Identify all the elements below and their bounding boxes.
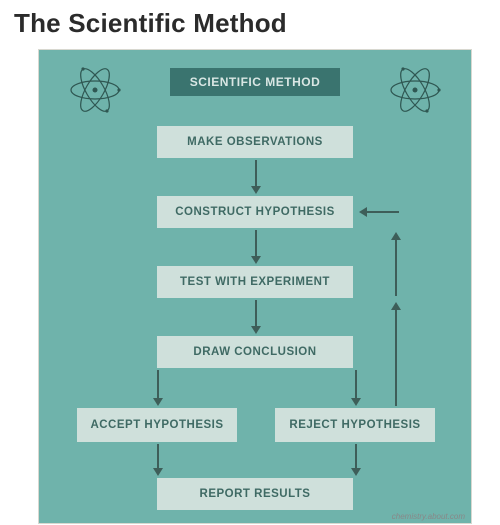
- flow-node-report: REPORT RESULTS: [157, 478, 353, 510]
- arrow-down: [255, 230, 261, 264]
- credit-text: chemistry.about.com: [392, 512, 465, 521]
- arrow-down: [355, 444, 361, 476]
- flow-node-conclude: DRAW CONCLUSION: [157, 336, 353, 368]
- scientific-method-poster: SCIENTIFIC METHOD chemistry.about.com MA…: [38, 49, 472, 524]
- arrow-down: [255, 160, 261, 194]
- flow-node-reject: REJECT HYPOTHESIS: [275, 408, 435, 442]
- arrow-left: [359, 207, 399, 217]
- arrow-up: [395, 302, 401, 406]
- arrow-down: [355, 370, 361, 406]
- arrow-down: [157, 444, 163, 476]
- flow-node-test: TEST WITH EXPERIMENT: [157, 266, 353, 298]
- page-title: The Scientific Method: [0, 0, 500, 49]
- flow-node-accept: ACCEPT HYPOTHESIS: [77, 408, 237, 442]
- poster-wrapper: SCIENTIFIC METHOD chemistry.about.com MA…: [0, 49, 500, 524]
- flow-header: SCIENTIFIC METHOD: [170, 68, 340, 96]
- flow-node-hypoth: CONSTRUCT HYPOTHESIS: [157, 196, 353, 228]
- arrow-down: [255, 300, 261, 334]
- atom-icon: [387, 62, 443, 118]
- flow-node-observe: MAKE OBSERVATIONS: [157, 126, 353, 158]
- arrow-up: [395, 232, 401, 296]
- atom-icon: [67, 62, 123, 118]
- arrow-down: [157, 370, 163, 406]
